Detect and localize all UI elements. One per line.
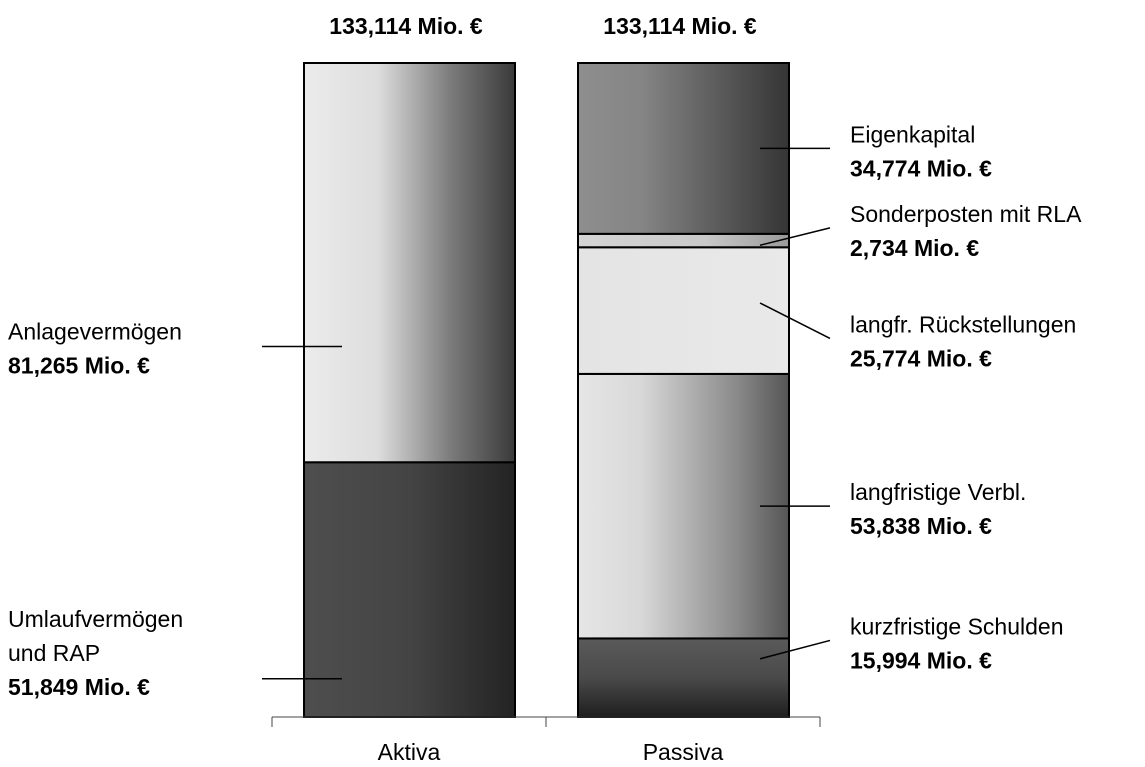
segment-name-kurzfristige-schulden: kurzfristige Schulden	[850, 613, 1064, 639]
bar-segment-sonderposten-mit-rla	[577, 232, 790, 249]
total-label-aktiva: 133,114 Mio. €	[329, 13, 483, 39]
category-label-passiva: Passiva	[643, 739, 724, 765]
bar-segment-langfristige-verbl	[577, 372, 790, 640]
segment-value-umlaufvermögen: 51,849 Mio. €	[8, 674, 150, 700]
segment-value-langfr-rückstellungen: 25,774 Mio. €	[850, 345, 992, 371]
bar-segment-umlaufvermögen	[303, 461, 516, 718]
leader-line-sonderposten-mit-rla	[759, 227, 831, 246]
bar-segment-eigenkapital	[577, 62, 790, 235]
segment-value-sonderposten-mit-rla: 2,734 Mio. €	[850, 235, 979, 261]
segment-value-langfristige-verbl: 53,838 Mio. €	[850, 513, 992, 539]
segment-name-eigenkapital: Eigenkapital	[850, 121, 975, 147]
segment-name-langfristige-verbl: langfristige Verbl.	[850, 479, 1026, 505]
segment-name-umlaufvermögen: Umlaufvermögen	[8, 606, 183, 632]
labels-layer: Umlaufvermögen und RAP 51,849 Mio. € Anlage…	[8, 121, 1082, 699]
bar-segment-anlagevermögen	[303, 62, 516, 464]
segment-name-sonderposten-mit-rla: Sonderposten mit RLA	[850, 201, 1082, 227]
bar-segment-kurzfristige-schulden	[577, 637, 790, 718]
leader-line-langfr-rückstellungen	[759, 302, 831, 340]
segment-name-umlaufvermögen: und RAP	[8, 640, 100, 666]
total-label-passiva: 133,114 Mio. €	[603, 13, 757, 39]
segment-value-eigenkapital: 34,774 Mio. €	[850, 155, 992, 181]
segment-name-langfr-rückstellungen: langfr. Rückstellungen	[850, 311, 1076, 337]
totals-layer: 133,114 Mio. € 133,114 Mio. €	[329, 13, 757, 39]
bar-segment-langfr-rückstellungen	[577, 246, 790, 375]
leader-line-kurzfristige-schulden	[759, 639, 831, 660]
segment-value-anlagevermögen: 81,265 Mio. €	[8, 352, 150, 378]
bars-layer	[303, 62, 790, 718]
segment-name-anlagevermögen: Anlagevermögen	[8, 318, 182, 344]
segment-value-kurzfristige-schulden: 15,994 Mio. €	[850, 647, 992, 673]
category-label-aktiva: Aktiva	[378, 739, 441, 765]
category-axis: Aktiva Passiva	[271, 716, 821, 765]
